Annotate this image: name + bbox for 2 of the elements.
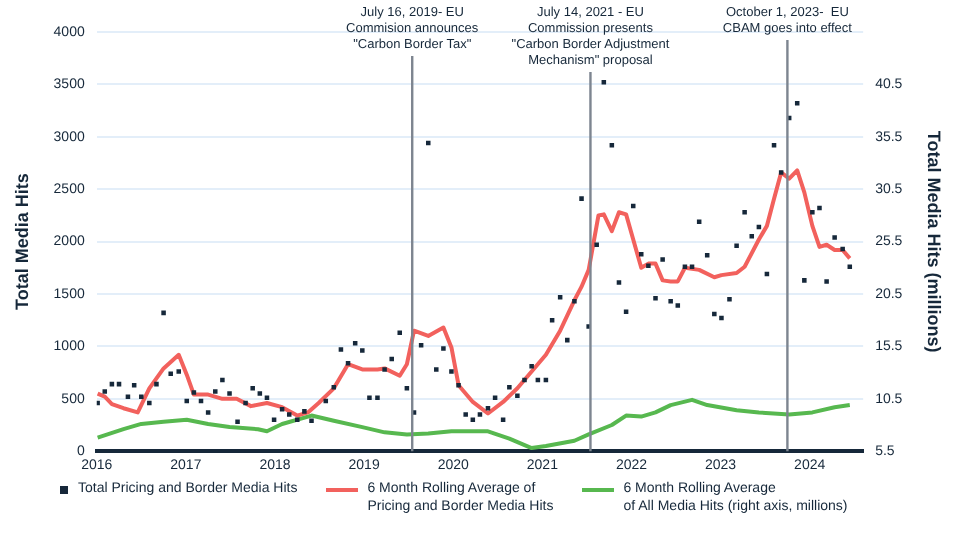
y-axis-title: Total Media Hits	[11, 173, 32, 310]
y2-axis-title: Total Media Hits (millions)	[924, 130, 945, 353]
